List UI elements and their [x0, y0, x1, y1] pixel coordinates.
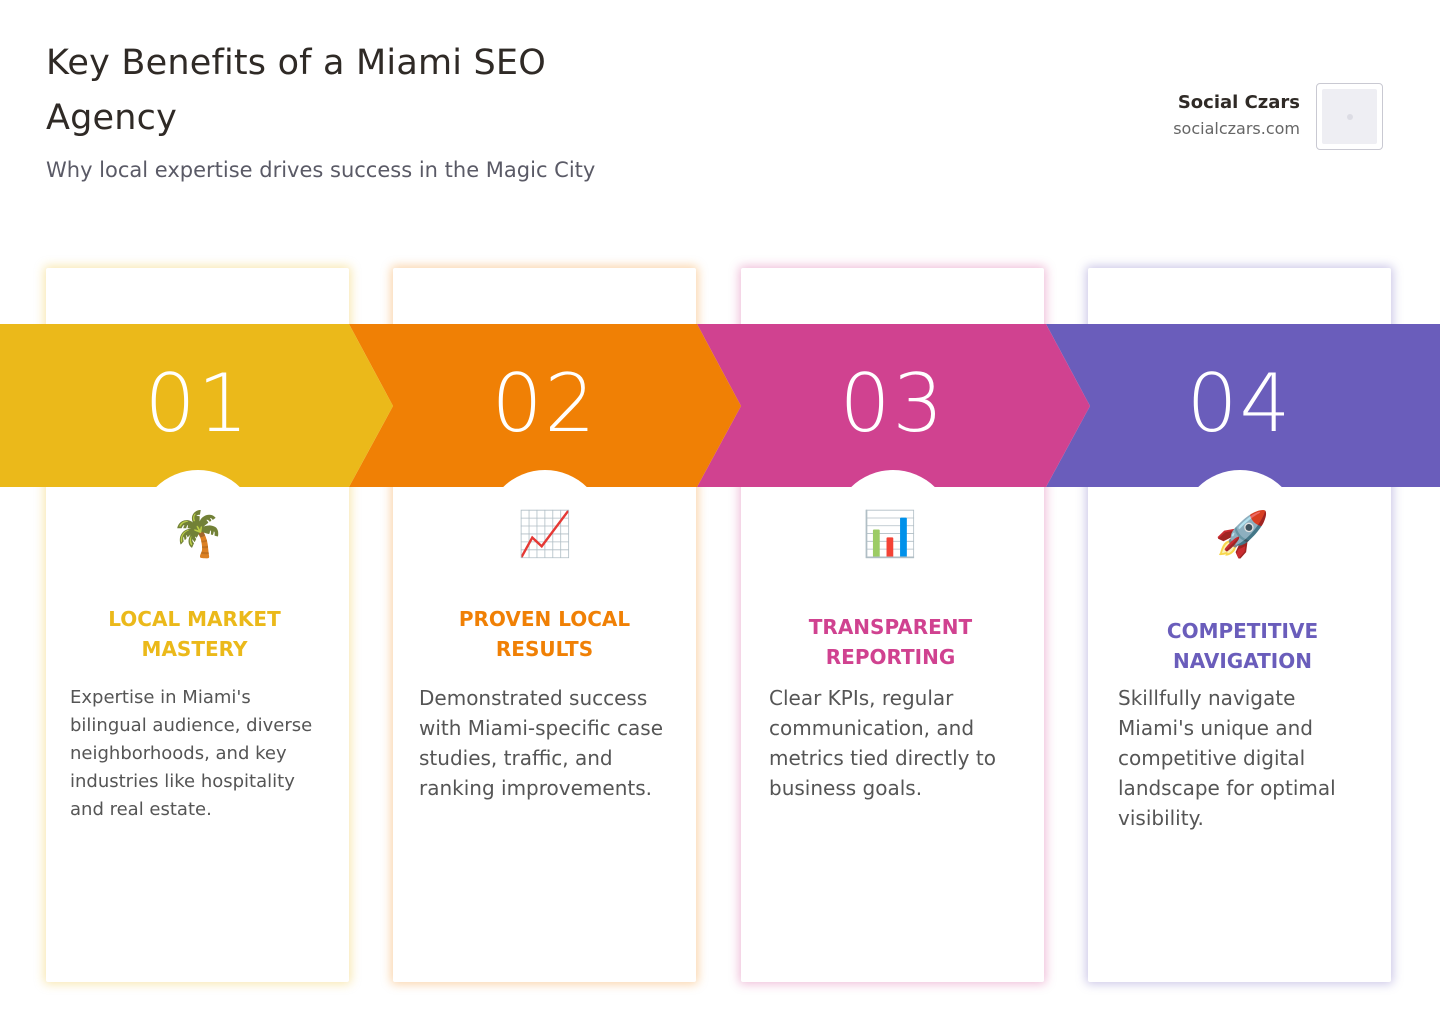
- chart-increasing-icon: 📈: [517, 510, 573, 559]
- header: Key Benefits of a Miami SEO Agency Why l…: [46, 36, 666, 182]
- benefit-description-1: Expertise in Miami's bilingual audience,…: [70, 687, 313, 820]
- step-number-4: 04: [1186, 357, 1293, 450]
- arrow-segment-1: [0, 324, 393, 487]
- bar-chart-icon: 📊: [862, 510, 918, 559]
- step-number-1: 01: [144, 357, 251, 450]
- page-title: Key Benefits of a Miami SEO Agency: [46, 43, 546, 138]
- step-number-2: 02: [491, 357, 598, 450]
- arrow-segment-4: [1046, 324, 1440, 487]
- page-subtitle: Why local expertise drives success in th…: [46, 158, 596, 182]
- benefit-title-1: LOCAL MARKET MASTERY: [108, 607, 281, 661]
- icon-circle-3: [833, 470, 953, 590]
- benefit-title-3: TRANSPARENT REPORTING: [808, 615, 973, 669]
- benefit-description-4: Skillfully navigate Miami's unique and c…: [1118, 686, 1336, 830]
- arrow-segment-3: [697, 324, 1090, 487]
- brand-block: Social Czars socialczars.com: [1173, 92, 1300, 138]
- arrow-segment-2: [349, 324, 741, 487]
- benefit-title-4: COMPETITIVE NAVIGATION: [1166, 619, 1319, 673]
- brand-name: Social Czars: [1177, 92, 1300, 113]
- benefit-description-2: Demonstrated success with Miami-specific…: [419, 686, 664, 800]
- logo-placeholder-icon: [1322, 89, 1377, 144]
- step-arrow-banner: [0, 324, 1440, 487]
- benefit-title-2: PROVEN LOCAL RESULTS: [458, 607, 631, 661]
- step-number-3: 03: [839, 357, 946, 450]
- rocket-icon: 🚀: [1214, 510, 1270, 559]
- icon-circle-4: [1180, 470, 1300, 590]
- icon-circle-1: [138, 470, 258, 590]
- benefit-description-3: Clear KPIs, regular communication, and m…: [769, 686, 996, 800]
- brand-url[interactable]: socialczars.com: [1173, 119, 1300, 138]
- icon-circle-2: [485, 470, 605, 590]
- brand-logo: [1316, 83, 1383, 150]
- palm-tree-icon: 🌴: [170, 510, 226, 559]
